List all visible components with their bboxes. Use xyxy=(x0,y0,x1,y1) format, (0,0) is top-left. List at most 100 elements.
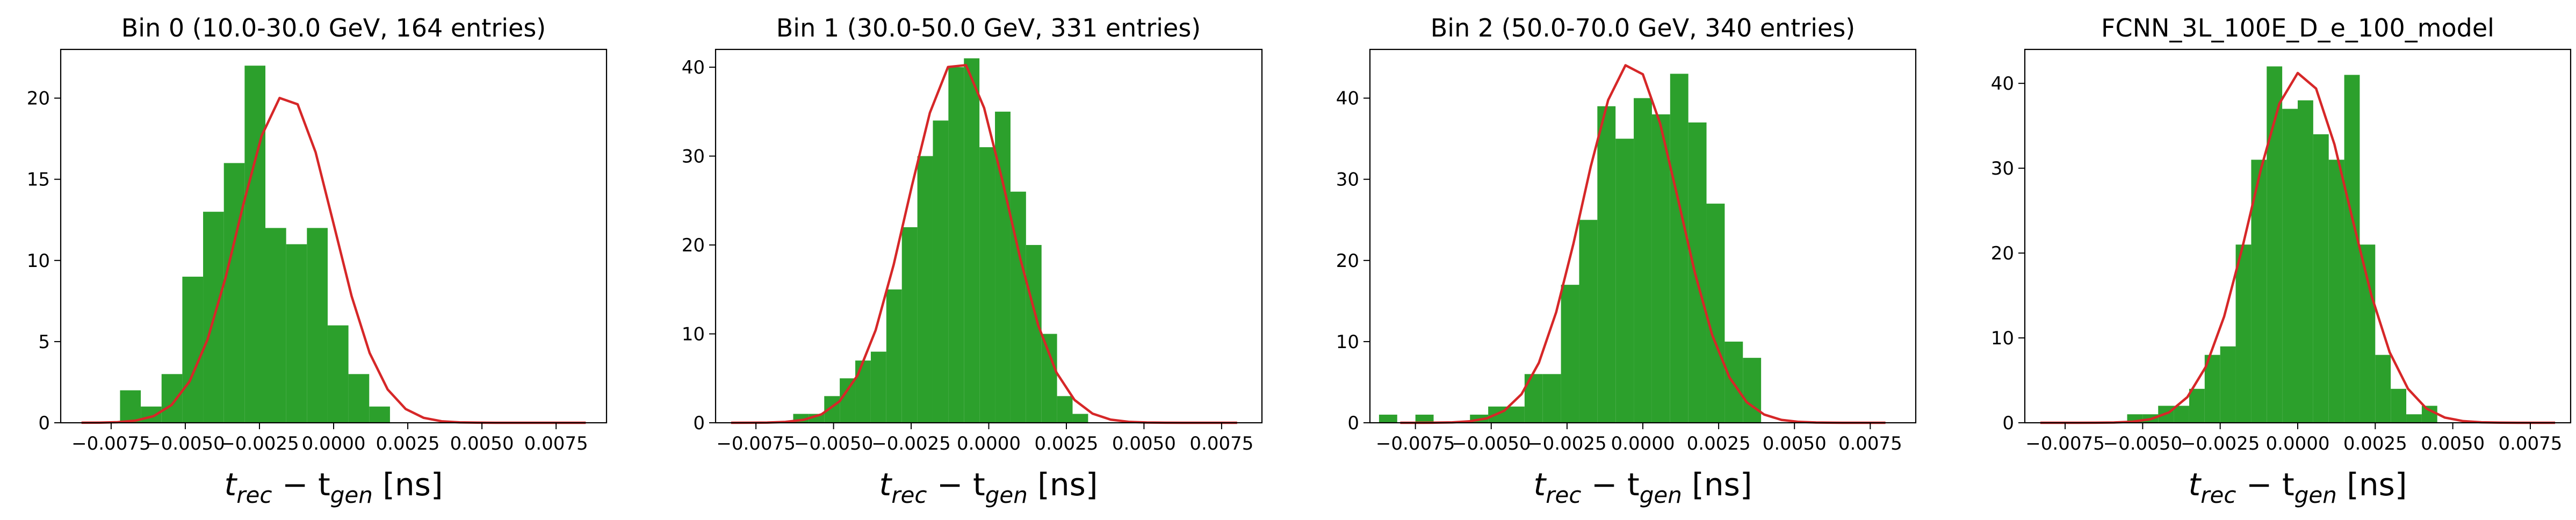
x-tick-label: −0.0075 xyxy=(1376,433,1455,454)
x-tick-label: −0.0075 xyxy=(71,433,150,454)
histogram-bar xyxy=(223,163,245,423)
fit-curve-line xyxy=(2040,71,2556,424)
y-tick-label: 20 xyxy=(1991,243,2014,264)
y-tick-label: 0 xyxy=(1347,413,1359,434)
x-tick-label: 0.0075 xyxy=(1838,433,1902,454)
histogram-bar xyxy=(1688,122,1707,423)
tick-marks-3: −0.0075−0.0050−0.0025 0.0000 0.0025 0.0050 0… xyxy=(1991,73,2563,454)
x-axis-label-sub1-0: rec xyxy=(236,482,272,508)
x-tick-label: 0.0000 xyxy=(957,433,1021,454)
x-tick-label: 0.0000 xyxy=(1611,433,1675,454)
x-axis-label-3: trec − tgen [ns] xyxy=(2189,466,2407,508)
histogram-bar xyxy=(2220,346,2236,423)
y-tick-label: 30 xyxy=(682,146,705,168)
gaussian-fit-2 xyxy=(1400,64,1886,424)
y-tick-label: 0 xyxy=(693,413,705,434)
y-tick-label: 20 xyxy=(682,235,705,256)
histogram-bar xyxy=(120,390,141,423)
subplot-1: −0.0075−0.0050−0.0025 0.0000 0.0025 0.0050 0… xyxy=(682,13,1263,508)
histogram-bar xyxy=(327,325,349,423)
x-tick-label: 0.0025 xyxy=(376,433,440,454)
histogram-bar xyxy=(1542,374,1561,423)
x-tick-label: 0.0075 xyxy=(1189,433,1253,454)
x-axis-label-sub2-2: gen xyxy=(1640,482,1682,508)
x-tick-label: −0.0075 xyxy=(716,433,795,454)
histogram-bars-2 xyxy=(1379,74,1762,423)
histogram-bar xyxy=(286,244,307,423)
x-axis-label-sub2-1: gen xyxy=(985,482,1028,508)
x-axis-label-main-3: t xyxy=(2189,466,2202,503)
y-tick-label: 30 xyxy=(1991,158,2014,179)
histogram-bar xyxy=(1670,74,1689,423)
subplot-0: −0.0075−0.0050−0.0025 0.0000 0.0025 0.0050 0… xyxy=(27,13,608,508)
histogram-bar xyxy=(2375,355,2391,423)
histogram-bar xyxy=(2328,160,2344,423)
x-tick-label: 0.0075 xyxy=(524,433,588,454)
x-axis-label-sub1-1: rec xyxy=(891,482,927,508)
tick-marks-1: −0.0075−0.0050−0.0025 0.0000 0.0025 0.0050 0… xyxy=(682,57,1254,454)
x-axis-label-main-1: t xyxy=(879,466,893,503)
histogram-bar xyxy=(948,67,964,423)
histogram-bar xyxy=(1057,396,1073,423)
y-tick-label: 0 xyxy=(2002,413,2014,434)
y-tick-label: 20 xyxy=(27,88,50,110)
x-axis-label-0: trec − tgen [ns] xyxy=(225,466,443,508)
histogram-bar xyxy=(2235,244,2252,423)
histogram-bars-0 xyxy=(120,66,390,423)
x-axis-label-sub1-2: rec xyxy=(1546,482,1581,508)
histogram-bar xyxy=(886,289,902,423)
histogram-bars-1 xyxy=(793,58,1088,423)
histogram-bar xyxy=(2313,134,2329,423)
subplot-3: −0.0075−0.0050−0.0025 0.0000 0.0025 0.0050 0… xyxy=(1991,13,2572,508)
histogram-bar xyxy=(2298,100,2313,423)
x-tick-label: −0.0050 xyxy=(794,433,873,454)
chart-title-1: Bin 1 (30.0-50.0 GeV, 331 entries) xyxy=(776,13,1201,42)
histogram-bar xyxy=(2282,109,2298,423)
y-tick-label: 10 xyxy=(27,250,50,272)
histogram-bar xyxy=(2421,406,2437,423)
x-axis-label-sub2-3: gen xyxy=(2294,482,2337,508)
x-tick-label: 0.0075 xyxy=(2498,433,2562,454)
histogram-bar xyxy=(141,406,162,423)
y-tick-label: 10 xyxy=(1336,331,1359,353)
histogram-bar xyxy=(1597,106,1616,423)
histogram-bar xyxy=(1706,204,1725,423)
histogram-bar xyxy=(1651,114,1670,423)
histogram-bar xyxy=(870,351,886,423)
x-axis-label-minus-1: − t xyxy=(927,466,985,503)
x-tick-label: 0.0025 xyxy=(1687,433,1751,454)
histogram-bar xyxy=(2359,244,2376,423)
gaussian-fit-3 xyxy=(2040,71,2556,424)
x-axis-label-main-2: t xyxy=(1534,466,1547,503)
x-axis-label-1: trec − tgen [ns] xyxy=(879,466,1098,508)
x-tick-label: 0.0050 xyxy=(2421,433,2485,454)
chart-title-3: FCNN_3L_100E_D_e_100_model xyxy=(2101,13,2494,42)
histogram-bars-3 xyxy=(2127,66,2437,423)
y-tick-label: 10 xyxy=(1991,328,2014,349)
histogram-bar xyxy=(2267,66,2283,423)
histogram-bar xyxy=(1041,334,1057,423)
histogram-bar xyxy=(2406,414,2422,423)
histogram-bar xyxy=(1579,220,1598,423)
histogram-bar xyxy=(901,227,918,423)
x-tick-label: −0.0050 xyxy=(1452,433,1531,454)
x-axis-label-unit-2: [ns] xyxy=(1682,466,1752,503)
histogram-bar xyxy=(840,378,856,423)
x-tick-label: −0.0050 xyxy=(2103,433,2182,454)
y-tick-label: 40 xyxy=(682,57,705,78)
histogram-bar xyxy=(964,58,980,423)
chart-title-0: Bin 0 (10.0-30.0 GeV, 164 entries) xyxy=(121,13,546,42)
histogram-bar xyxy=(1743,358,1762,423)
y-tick-label: 15 xyxy=(27,169,50,191)
histogram-bar xyxy=(1561,285,1579,423)
x-tick-label: 0.0050 xyxy=(1763,433,1827,454)
x-axis-label-unit-3: [ns] xyxy=(2337,466,2407,503)
histogram-bar xyxy=(1634,98,1652,423)
x-tick-label: −0.0025 xyxy=(871,433,950,454)
histogram-bar xyxy=(2189,388,2205,423)
x-axis-label-minus-0: − t xyxy=(272,466,330,503)
x-tick-label: −0.0025 xyxy=(1527,433,1606,454)
x-axis-label-minus-3: − t xyxy=(2236,466,2294,503)
y-tick-label: 40 xyxy=(1991,73,2014,95)
